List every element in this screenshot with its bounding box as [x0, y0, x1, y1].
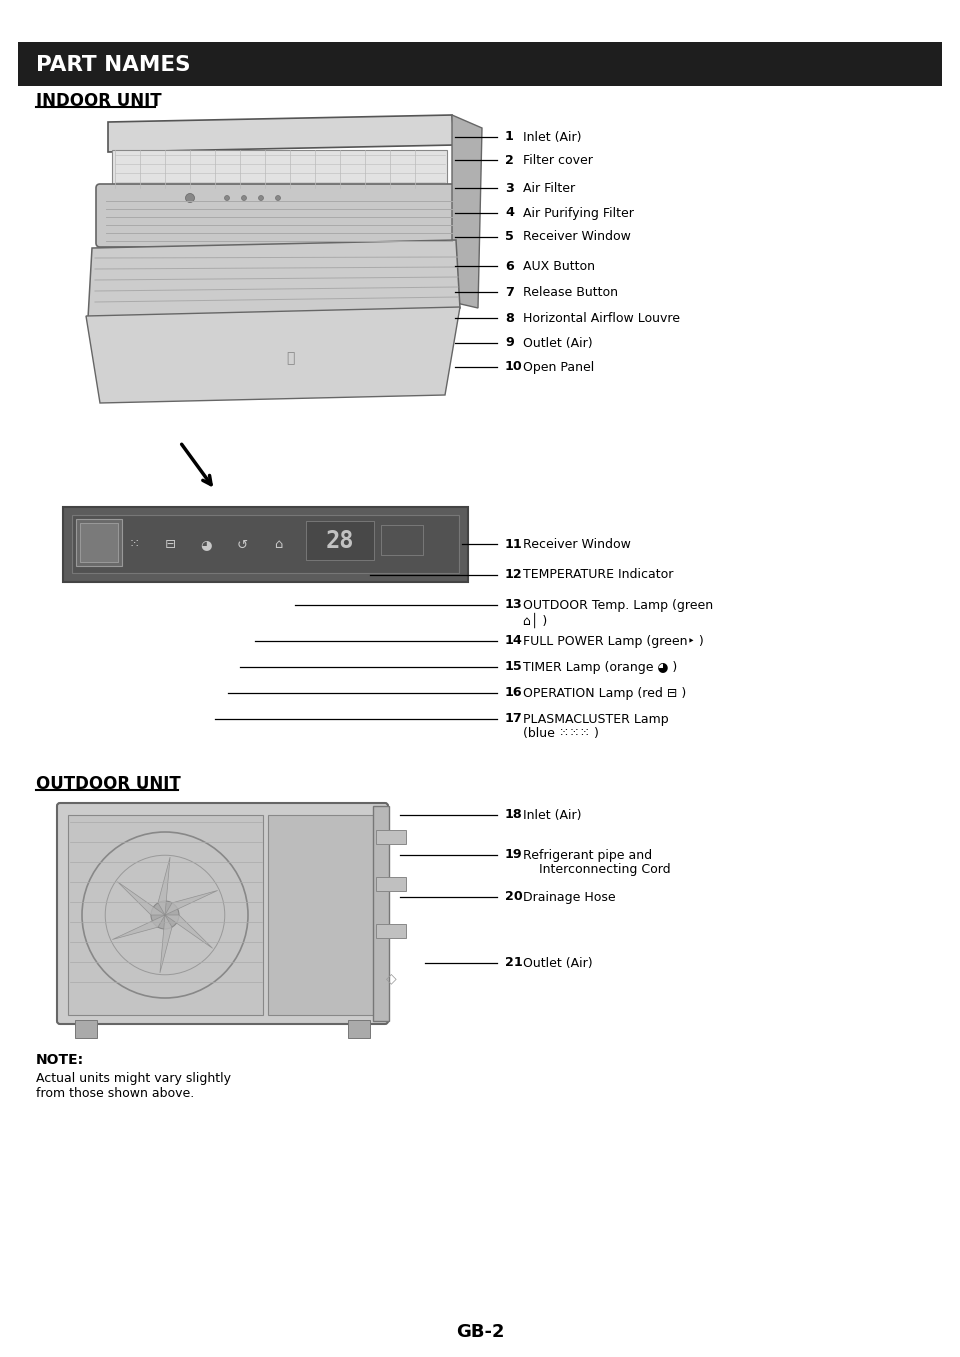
Bar [373, 806, 389, 1020]
Text: 19: 19 [505, 848, 523, 862]
Text: Outlet (Air): Outlet (Air) [523, 337, 592, 350]
Text: Drainage Hose: Drainage Hose [523, 890, 615, 904]
Text: Receiver Window: Receiver Window [523, 231, 631, 243]
Bar [376, 877, 406, 892]
Text: Inlet (Air): Inlet (Air) [523, 809, 582, 821]
Bar [75, 1020, 97, 1038]
Text: 18: 18 [505, 809, 523, 821]
Text: NOTE:: NOTE: [36, 1053, 84, 1067]
Circle shape [276, 195, 280, 201]
Bar [18, 42, 942, 85]
Polygon shape [452, 115, 482, 308]
Circle shape [242, 195, 247, 201]
Bar [376, 830, 406, 844]
Polygon shape [117, 882, 165, 915]
Text: ⌂: ⌂ [274, 539, 282, 551]
Text: 12: 12 [505, 569, 523, 582]
Circle shape [225, 195, 229, 201]
Text: ⎄: ⎄ [286, 351, 294, 365]
Text: 1: 1 [505, 130, 514, 144]
Text: Actual units might vary slightly: Actual units might vary slightly [36, 1072, 231, 1086]
Text: 21: 21 [505, 957, 523, 969]
FancyBboxPatch shape [96, 185, 459, 247]
Text: 11: 11 [505, 537, 523, 551]
Polygon shape [160, 915, 172, 973]
Text: 10: 10 [505, 361, 523, 373]
Text: Air Purifying Filter: Air Purifying Filter [523, 206, 634, 220]
Text: 4: 4 [505, 206, 514, 220]
Circle shape [151, 901, 179, 930]
Text: Horizontal Airflow Louvre: Horizontal Airflow Louvre [523, 312, 680, 324]
Text: 5: 5 [505, 231, 514, 243]
Text: INDOOR UNIT: INDOOR UNIT [36, 92, 161, 110]
Text: from those shown above.: from those shown above. [36, 1087, 194, 1101]
Bar [268, 816, 378, 1015]
Bar [112, 151, 447, 189]
Text: Air Filter: Air Filter [523, 182, 575, 194]
Polygon shape [88, 240, 460, 318]
Polygon shape [165, 890, 218, 915]
Text: 3: 3 [505, 182, 514, 194]
Polygon shape [158, 858, 170, 915]
Text: 28: 28 [325, 529, 354, 554]
FancyBboxPatch shape [57, 803, 388, 1025]
Text: GB-2: GB-2 [456, 1323, 504, 1341]
Text: PLASMACLUSTER Lamp: PLASMACLUSTER Lamp [523, 712, 668, 726]
Polygon shape [112, 915, 165, 939]
Text: FULL POWER Lamp (green‣ ): FULL POWER Lamp (green‣ ) [523, 635, 704, 647]
Bar [72, 516, 459, 573]
Bar [306, 521, 374, 560]
Text: 2: 2 [505, 153, 514, 167]
Text: ⁙: ⁙ [129, 539, 139, 551]
Text: TEMPERATURE Indicator: TEMPERATURE Indicator [523, 569, 673, 582]
Text: 6: 6 [505, 259, 514, 273]
Text: Outlet (Air): Outlet (Air) [523, 957, 592, 969]
Text: Release Button: Release Button [523, 285, 618, 299]
Polygon shape [165, 915, 212, 949]
Text: 13: 13 [505, 598, 523, 612]
Bar [348, 1020, 370, 1038]
Bar [68, 816, 263, 1015]
Text: 7: 7 [505, 285, 514, 299]
Text: PART NAMES: PART NAMES [36, 56, 191, 75]
Circle shape [185, 194, 195, 202]
Text: 8: 8 [505, 312, 514, 324]
Text: 15: 15 [505, 661, 523, 673]
Bar [80, 522, 118, 562]
Text: 16: 16 [505, 687, 522, 699]
Bar [381, 525, 423, 555]
Text: ◇: ◇ [386, 972, 396, 985]
Text: Interconnecting Cord: Interconnecting Cord [523, 863, 671, 877]
Text: Open Panel: Open Panel [523, 361, 594, 373]
Text: (blue ⁙⁙⁙ ): (blue ⁙⁙⁙ ) [523, 727, 599, 741]
Text: OUTDOOR UNIT: OUTDOOR UNIT [36, 775, 180, 792]
Text: Refrigerant pipe and: Refrigerant pipe and [523, 848, 652, 862]
Polygon shape [86, 307, 460, 403]
Bar [76, 518, 122, 566]
Text: Receiver Window: Receiver Window [523, 537, 631, 551]
Text: ⊟: ⊟ [164, 539, 176, 551]
Polygon shape [108, 115, 455, 152]
Text: ↺: ↺ [236, 539, 248, 551]
Text: Filter cover: Filter cover [523, 153, 593, 167]
Text: ⌂│ ): ⌂│ ) [523, 612, 547, 628]
Text: 17: 17 [505, 712, 523, 726]
Text: 9: 9 [505, 337, 514, 350]
Text: OUTDOOR Temp. Lamp (green: OUTDOOR Temp. Lamp (green [523, 598, 713, 612]
Text: Inlet (Air): Inlet (Air) [523, 130, 582, 144]
Text: 14: 14 [505, 635, 523, 647]
Bar [63, 508, 468, 582]
Text: AUX Button: AUX Button [523, 259, 595, 273]
Text: ◕: ◕ [201, 539, 212, 551]
Bar [376, 924, 406, 938]
Text: OPERATION Lamp (red ⊟ ): OPERATION Lamp (red ⊟ ) [523, 687, 686, 699]
Circle shape [258, 195, 263, 201]
Text: TIMER Lamp (orange ◕ ): TIMER Lamp (orange ◕ ) [523, 661, 677, 673]
Text: 20: 20 [505, 890, 523, 904]
